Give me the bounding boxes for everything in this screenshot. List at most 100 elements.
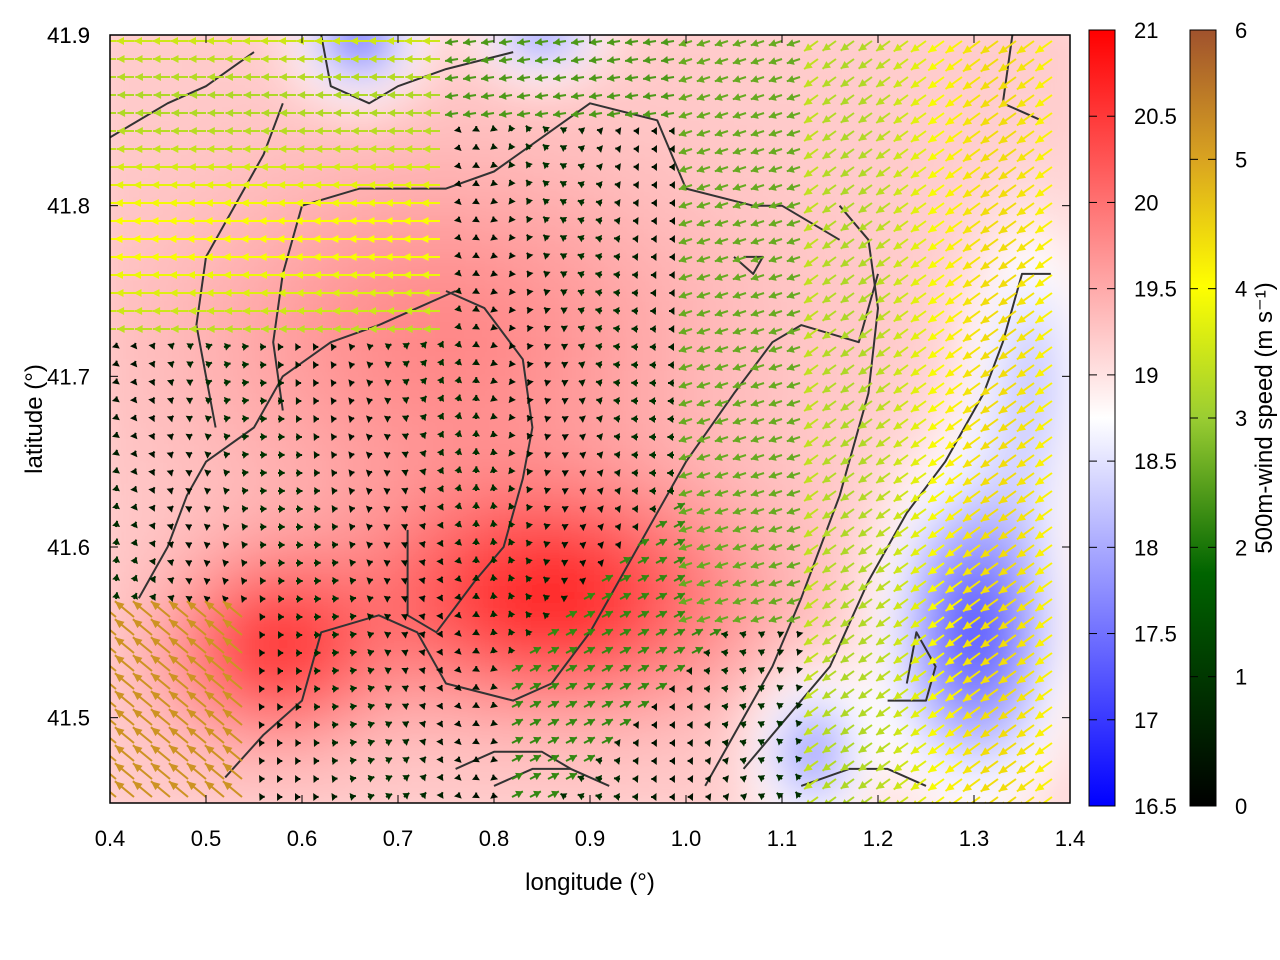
wind-vector-head xyxy=(367,631,374,639)
wind-vector-head xyxy=(714,327,723,335)
wind-vector-head xyxy=(607,92,615,100)
wind-vector-head xyxy=(454,270,462,277)
wind-vector-head xyxy=(696,255,705,263)
wind-vector-head xyxy=(595,234,603,243)
wind-vector-head xyxy=(313,451,320,459)
temperature-cell xyxy=(782,659,807,684)
wind-vector-head xyxy=(714,525,723,533)
wind-vector-head xyxy=(768,39,777,47)
wind-vector-head xyxy=(587,646,595,655)
temperature-cell xyxy=(398,59,423,84)
temperature-cell xyxy=(398,707,423,732)
wind-vector-head xyxy=(840,241,850,249)
wind-vector-head xyxy=(669,181,675,189)
wind-vector-head xyxy=(314,505,321,513)
wind-vector-head xyxy=(331,775,338,783)
wind-vector-head xyxy=(349,523,355,531)
wind-vector-head xyxy=(436,792,444,799)
wind-vector-head xyxy=(189,73,197,81)
wind-vector-head xyxy=(569,718,577,727)
wind-vector-head xyxy=(134,145,143,153)
wind-vector-head xyxy=(526,143,533,151)
wind-vector-head xyxy=(750,579,759,587)
wind-vector-head xyxy=(418,649,425,657)
temperature-cell xyxy=(470,635,495,660)
wind-vector-head xyxy=(418,595,425,603)
wind-vector-head xyxy=(704,685,710,693)
wind-vector-head xyxy=(148,343,155,350)
temperature-cell xyxy=(998,611,1023,636)
temperature-cell xyxy=(398,635,423,660)
wind-vector-head xyxy=(384,667,392,675)
wind-vector-head xyxy=(633,721,639,729)
temperature-cell xyxy=(686,803,711,828)
wind-vector xyxy=(110,718,117,726)
wind-vector-head xyxy=(418,703,426,710)
wind-vector-head xyxy=(668,379,674,387)
temperature-cell xyxy=(926,755,951,780)
temperature-cell xyxy=(854,35,879,60)
wind-vector-head xyxy=(768,399,777,407)
wind-vector-head xyxy=(472,756,480,763)
wind-vector-head xyxy=(454,412,463,420)
wind-vector-head xyxy=(96,235,104,243)
temperature-cell xyxy=(878,419,903,444)
wind-vector-head xyxy=(613,253,620,261)
wind-vector-head xyxy=(261,91,270,99)
wind-vector-head xyxy=(259,577,266,585)
temperature-cell xyxy=(806,587,831,612)
wind-vector-head xyxy=(750,543,759,551)
temperature-cell xyxy=(446,803,471,828)
temperature-cell xyxy=(374,131,399,156)
temperature-cell xyxy=(110,395,111,420)
wind-vector-head xyxy=(205,342,213,351)
wind-vector-head xyxy=(786,291,795,299)
wind-vector-head xyxy=(401,685,409,693)
wind-vector-head xyxy=(677,628,685,637)
temperature-cell xyxy=(206,563,231,588)
wind-vector-head xyxy=(490,342,498,349)
temperature-cell xyxy=(854,587,879,612)
wind-vector-head xyxy=(678,309,687,317)
temperature-cell xyxy=(854,803,879,828)
wind-vector-head xyxy=(385,757,392,765)
wind-vector-head xyxy=(241,541,248,549)
wind-vector-head xyxy=(100,91,108,99)
wind-vector-head xyxy=(472,738,480,745)
wind-vector-head xyxy=(804,655,813,664)
wind-vector-head xyxy=(678,291,687,299)
wind-vector-head xyxy=(313,793,319,801)
wind-vector-head xyxy=(130,432,138,440)
wind-vector-head xyxy=(436,631,443,638)
wind-vector-head xyxy=(186,727,197,737)
temperature-cell xyxy=(854,683,879,708)
wind-vector-head xyxy=(186,271,195,279)
temperature-cell xyxy=(950,803,975,828)
wind-vector-head xyxy=(714,417,723,425)
wind-vector-head xyxy=(605,646,613,655)
wind-vector-head xyxy=(696,543,705,551)
wind-vector-head xyxy=(578,163,585,171)
wind-vector-head xyxy=(369,91,378,99)
wind-vector-head xyxy=(786,453,795,461)
temperature-cell xyxy=(374,251,399,276)
wind-vector-head xyxy=(750,273,759,281)
temperature-cell xyxy=(686,707,711,732)
temperature-cell xyxy=(782,35,807,36)
wind-vector-head xyxy=(615,541,622,550)
temperature-cell xyxy=(782,683,807,708)
temperature-cell xyxy=(782,443,807,468)
wind-vector-head xyxy=(490,377,498,384)
wind-vector-head xyxy=(678,471,687,479)
wind-vector-head xyxy=(223,181,232,189)
wind-vector-head xyxy=(185,578,192,585)
wind-vector-head xyxy=(696,471,705,479)
temperature-cell xyxy=(518,803,543,828)
wind-vector-head xyxy=(134,325,143,333)
temperature-cell xyxy=(326,803,351,828)
wind-vector-head xyxy=(168,217,177,225)
wind-vector-head xyxy=(661,110,669,118)
wind-vector-head xyxy=(166,559,174,567)
temperature-cell xyxy=(1046,203,1070,228)
temperature-cell xyxy=(374,779,399,803)
